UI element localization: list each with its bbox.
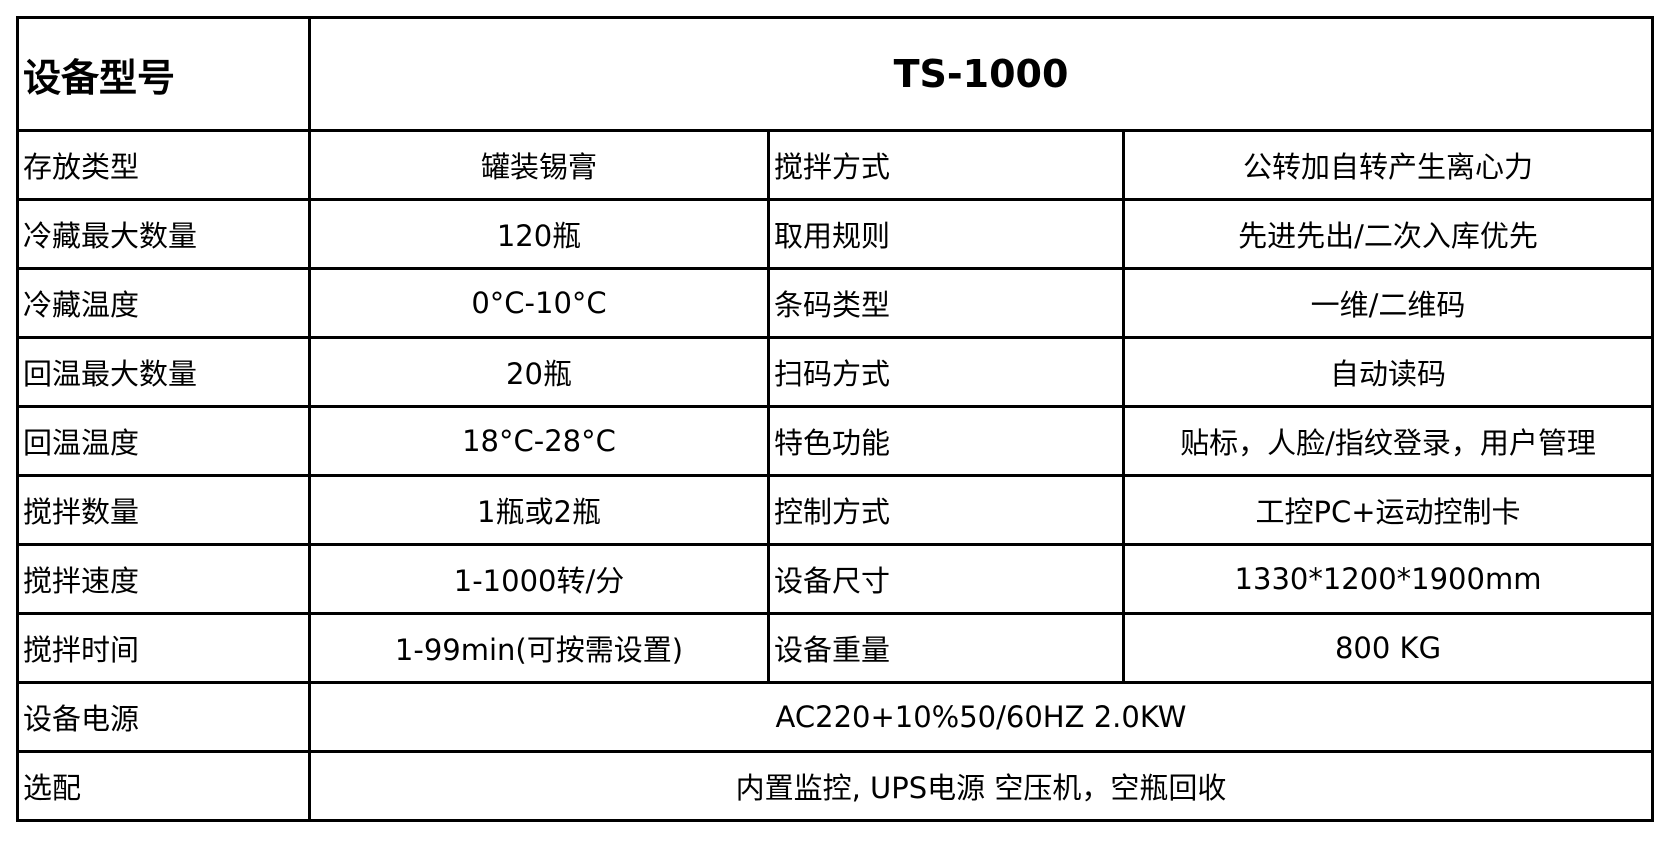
options-value: 内置监控, UPS电源 空压机，空瓶回收 <box>307 750 1655 822</box>
spec-value: 罐装锡膏 <box>308 129 770 201</box>
spec-label: 冷藏最大数量 <box>16 198 311 270</box>
spec-value: 120瓶 <box>308 198 770 270</box>
spec-row: 冷藏温度 0°C-10°C 条码类型 一维/二维码 <box>16 267 1655 339</box>
model-label: 设备型号 <box>16 16 311 132</box>
spec-label: 搅拌方式 <box>767 129 1125 201</box>
spec-label: 特色功能 <box>767 405 1125 477</box>
spec-row: 搅拌数量 1瓶或2瓶 控制方式 工控PC+运动控制卡 <box>16 474 1655 546</box>
spec-label: 冷藏温度 <box>16 267 311 339</box>
spec-row: 搅拌速度 1-1000转/分 设备尺寸 1330*1200*1900mm <box>16 543 1655 615</box>
spec-value: 1-1000转/分 <box>308 543 770 615</box>
spec-value: 18°C-28°C <box>308 405 770 477</box>
spec-value: 自动读码 <box>1121 336 1655 408</box>
spec-label: 搅拌时间 <box>16 612 311 684</box>
spec-row: 回温温度 18°C-28°C 特色功能 贴标，人脸/指纹登录，用户管理 <box>16 405 1655 477</box>
spec-value: 20瓶 <box>308 336 770 408</box>
spec-label: 回温温度 <box>16 405 311 477</box>
spec-value: 1-99min(可按需设置) <box>308 612 770 684</box>
power-row: 设备电源 AC220+10%50/60HZ 2.0KW <box>16 681 1655 753</box>
model-row: 设备型号 TS-1000 <box>16 16 1655 132</box>
spec-label: 控制方式 <box>767 474 1125 546</box>
spec-value: 贴标，人脸/指纹登录，用户管理 <box>1121 405 1655 477</box>
spec-value: 工控PC+运动控制卡 <box>1121 474 1655 546</box>
spec-label: 搅拌速度 <box>16 543 311 615</box>
spec-label: 扫码方式 <box>767 336 1125 408</box>
spec-row: 搅拌时间 1-99min(可按需设置) 设备重量 800 KG <box>16 612 1655 684</box>
spec-value: 1瓶或2瓶 <box>308 474 770 546</box>
spec-value: 0°C-10°C <box>308 267 770 339</box>
spec-row: 存放类型 罐装锡膏 搅拌方式 公转加自转产生离心力 <box>16 129 1655 201</box>
spec-value: 先进先出/二次入库优先 <box>1121 198 1655 270</box>
options-row: 选配 内置监控, UPS电源 空压机，空瓶回收 <box>16 750 1655 822</box>
spec-label: 回温最大数量 <box>16 336 311 408</box>
power-value: AC220+10%50/60HZ 2.0KW <box>307 681 1655 753</box>
spec-row: 回温最大数量 20瓶 扫码方式 自动读码 <box>16 336 1655 408</box>
spec-label: 设备尺寸 <box>767 543 1125 615</box>
spec-value: 公转加自转产生离心力 <box>1121 129 1655 201</box>
spec-value: 800 KG <box>1121 612 1655 684</box>
power-label: 设备电源 <box>16 681 311 753</box>
spec-row: 冷藏最大数量 120瓶 取用规则 先进先出/二次入库优先 <box>16 198 1655 270</box>
spec-label: 设备重量 <box>767 612 1125 684</box>
spec-label: 取用规则 <box>767 198 1125 270</box>
spec-value: 一维/二维码 <box>1121 267 1655 339</box>
model-value: TS-1000 <box>307 16 1655 132</box>
spec-table: 设备型号 TS-1000 存放类型 罐装锡膏 搅拌方式 公转加自转产生离心力 冷藏最大数… <box>16 16 1655 822</box>
options-label: 选配 <box>16 750 311 822</box>
spec-label: 存放类型 <box>16 129 311 201</box>
spec-label: 搅拌数量 <box>16 474 311 546</box>
spec-value: 1330*1200*1900mm <box>1121 543 1655 615</box>
spec-label: 条码类型 <box>767 267 1125 339</box>
